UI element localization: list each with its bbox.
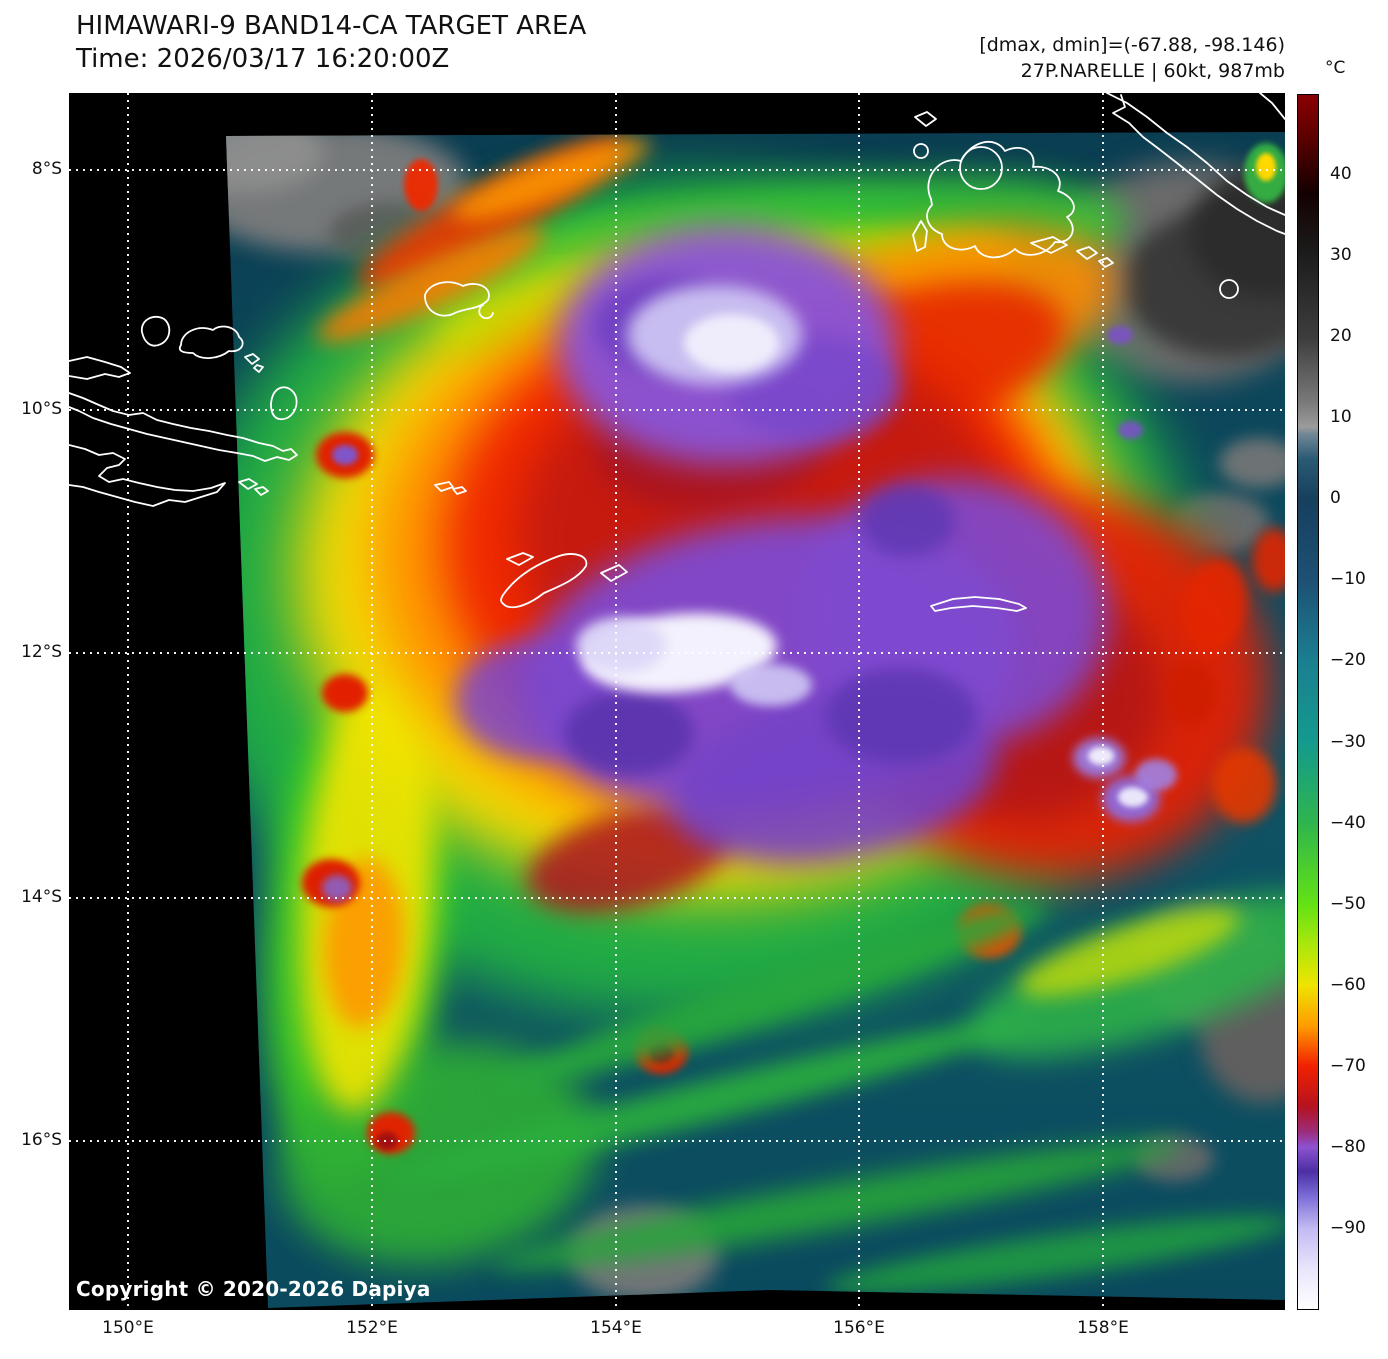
- colorbar-unit-label: °C: [1325, 58, 1346, 78]
- storm-info: 27P.NARELLE | 60kt, 987mb: [1020, 60, 1285, 83]
- coastline-path: [69, 444, 226, 507]
- latitude-tick-label: 14°S: [21, 887, 62, 907]
- colorbar-tick-label: 10: [1330, 407, 1352, 428]
- ir-cloud-blob: [1135, 759, 1177, 791]
- colorbar-tick-label: −80: [1330, 1136, 1366, 1157]
- latitude-tick-label: 10°S: [21, 399, 62, 419]
- satellite-swath-image: [226, 132, 1285, 1308]
- header-right: [dmax, dmin]=(-67.88, -98.146) 27P.NAREL…: [979, 32, 1285, 84]
- ir-cloud-blob: [683, 314, 779, 372]
- coastline-path: [1259, 93, 1285, 120]
- gridline-longitude: [127, 93, 129, 1310]
- map-plot-area: Copyright © 2020-2026 Dapiya: [69, 93, 1285, 1310]
- longitude-tick-label: 158°E: [1077, 1318, 1129, 1338]
- longitude-tick-label: 150°E: [102, 1318, 154, 1338]
- coastline-path: [141, 315, 171, 347]
- colorbar-tick-label: −50: [1330, 893, 1366, 914]
- colorbar-tick-label: −90: [1330, 1217, 1366, 1238]
- colorbar-tick-label: −30: [1330, 731, 1366, 752]
- ir-cloud-blob: [564, 690, 694, 776]
- ir-cloud-blob: [576, 617, 666, 673]
- coastline-path: [914, 111, 937, 127]
- colorbar-tick-label: −60: [1330, 974, 1366, 995]
- longitude-tick-label: 156°E: [833, 1318, 885, 1338]
- colorbar-tick-label: 40: [1330, 164, 1352, 185]
- ir-cloud-blob: [1107, 326, 1133, 344]
- copyright-watermark: Copyright © 2020-2026 Dapiya: [76, 1277, 431, 1301]
- colorbar-tick-label: 0: [1330, 488, 1341, 509]
- latitude-tick-label: 12°S: [21, 642, 62, 662]
- colorbar-tick-label: 30: [1330, 245, 1352, 266]
- ir-cloud-blob: [404, 159, 438, 211]
- colorbar-tick-label: −10: [1330, 569, 1366, 590]
- timestamp: Time: 2026/03/17 16:20:00Z: [76, 44, 450, 75]
- ir-cloud-blob: [1252, 528, 1285, 592]
- ir-cloud-blob: [1165, 661, 1217, 725]
- ir-cloud-blob: [730, 664, 812, 706]
- ir-cloud-blob: [859, 485, 955, 557]
- ir-cloud-blob: [322, 875, 352, 901]
- colorbar-tick-label: −70: [1330, 1055, 1366, 1076]
- dmax-dmin-readout: [dmax, dmin]=(-67.88, -98.146): [979, 34, 1285, 56]
- longitude-tick-label: 152°E: [346, 1318, 398, 1338]
- ir-cloud-blob: [226, 132, 324, 193]
- ir-cloud-blob: [1088, 747, 1114, 765]
- colorbar-tick-label: −20: [1330, 650, 1366, 671]
- ir-cloud-blob: [1256, 153, 1276, 181]
- ir-cloud-blob: [1219, 438, 1285, 488]
- latitude-tick-label: 16°S: [21, 1130, 62, 1150]
- colorbar-tick-label: −40: [1330, 812, 1366, 833]
- ir-cloud-blob: [322, 674, 368, 712]
- ir-cloud-blob: [376, 1132, 398, 1150]
- colorbar-tick-label: 20: [1330, 326, 1352, 347]
- product-title: HIMAWARI-9 BAND14-CA TARGET AREA: [76, 11, 587, 41]
- ir-cloud-blob: [1118, 787, 1148, 807]
- longitude-tick-label: 154°E: [590, 1318, 642, 1338]
- temperature-colorbar: [1297, 94, 1319, 1310]
- ir-cloud-blob: [332, 445, 358, 465]
- header-left: HIMAWARI-9 BAND14-CA TARGET AREA Time: 2…: [76, 10, 586, 77]
- ir-cloud-blob: [826, 667, 976, 763]
- ir-cloud-blob: [1212, 747, 1276, 823]
- ir-cloud-blob: [1117, 421, 1143, 439]
- latitude-tick-label: 8°S: [31, 159, 62, 179]
- coastline-path: [69, 356, 131, 380]
